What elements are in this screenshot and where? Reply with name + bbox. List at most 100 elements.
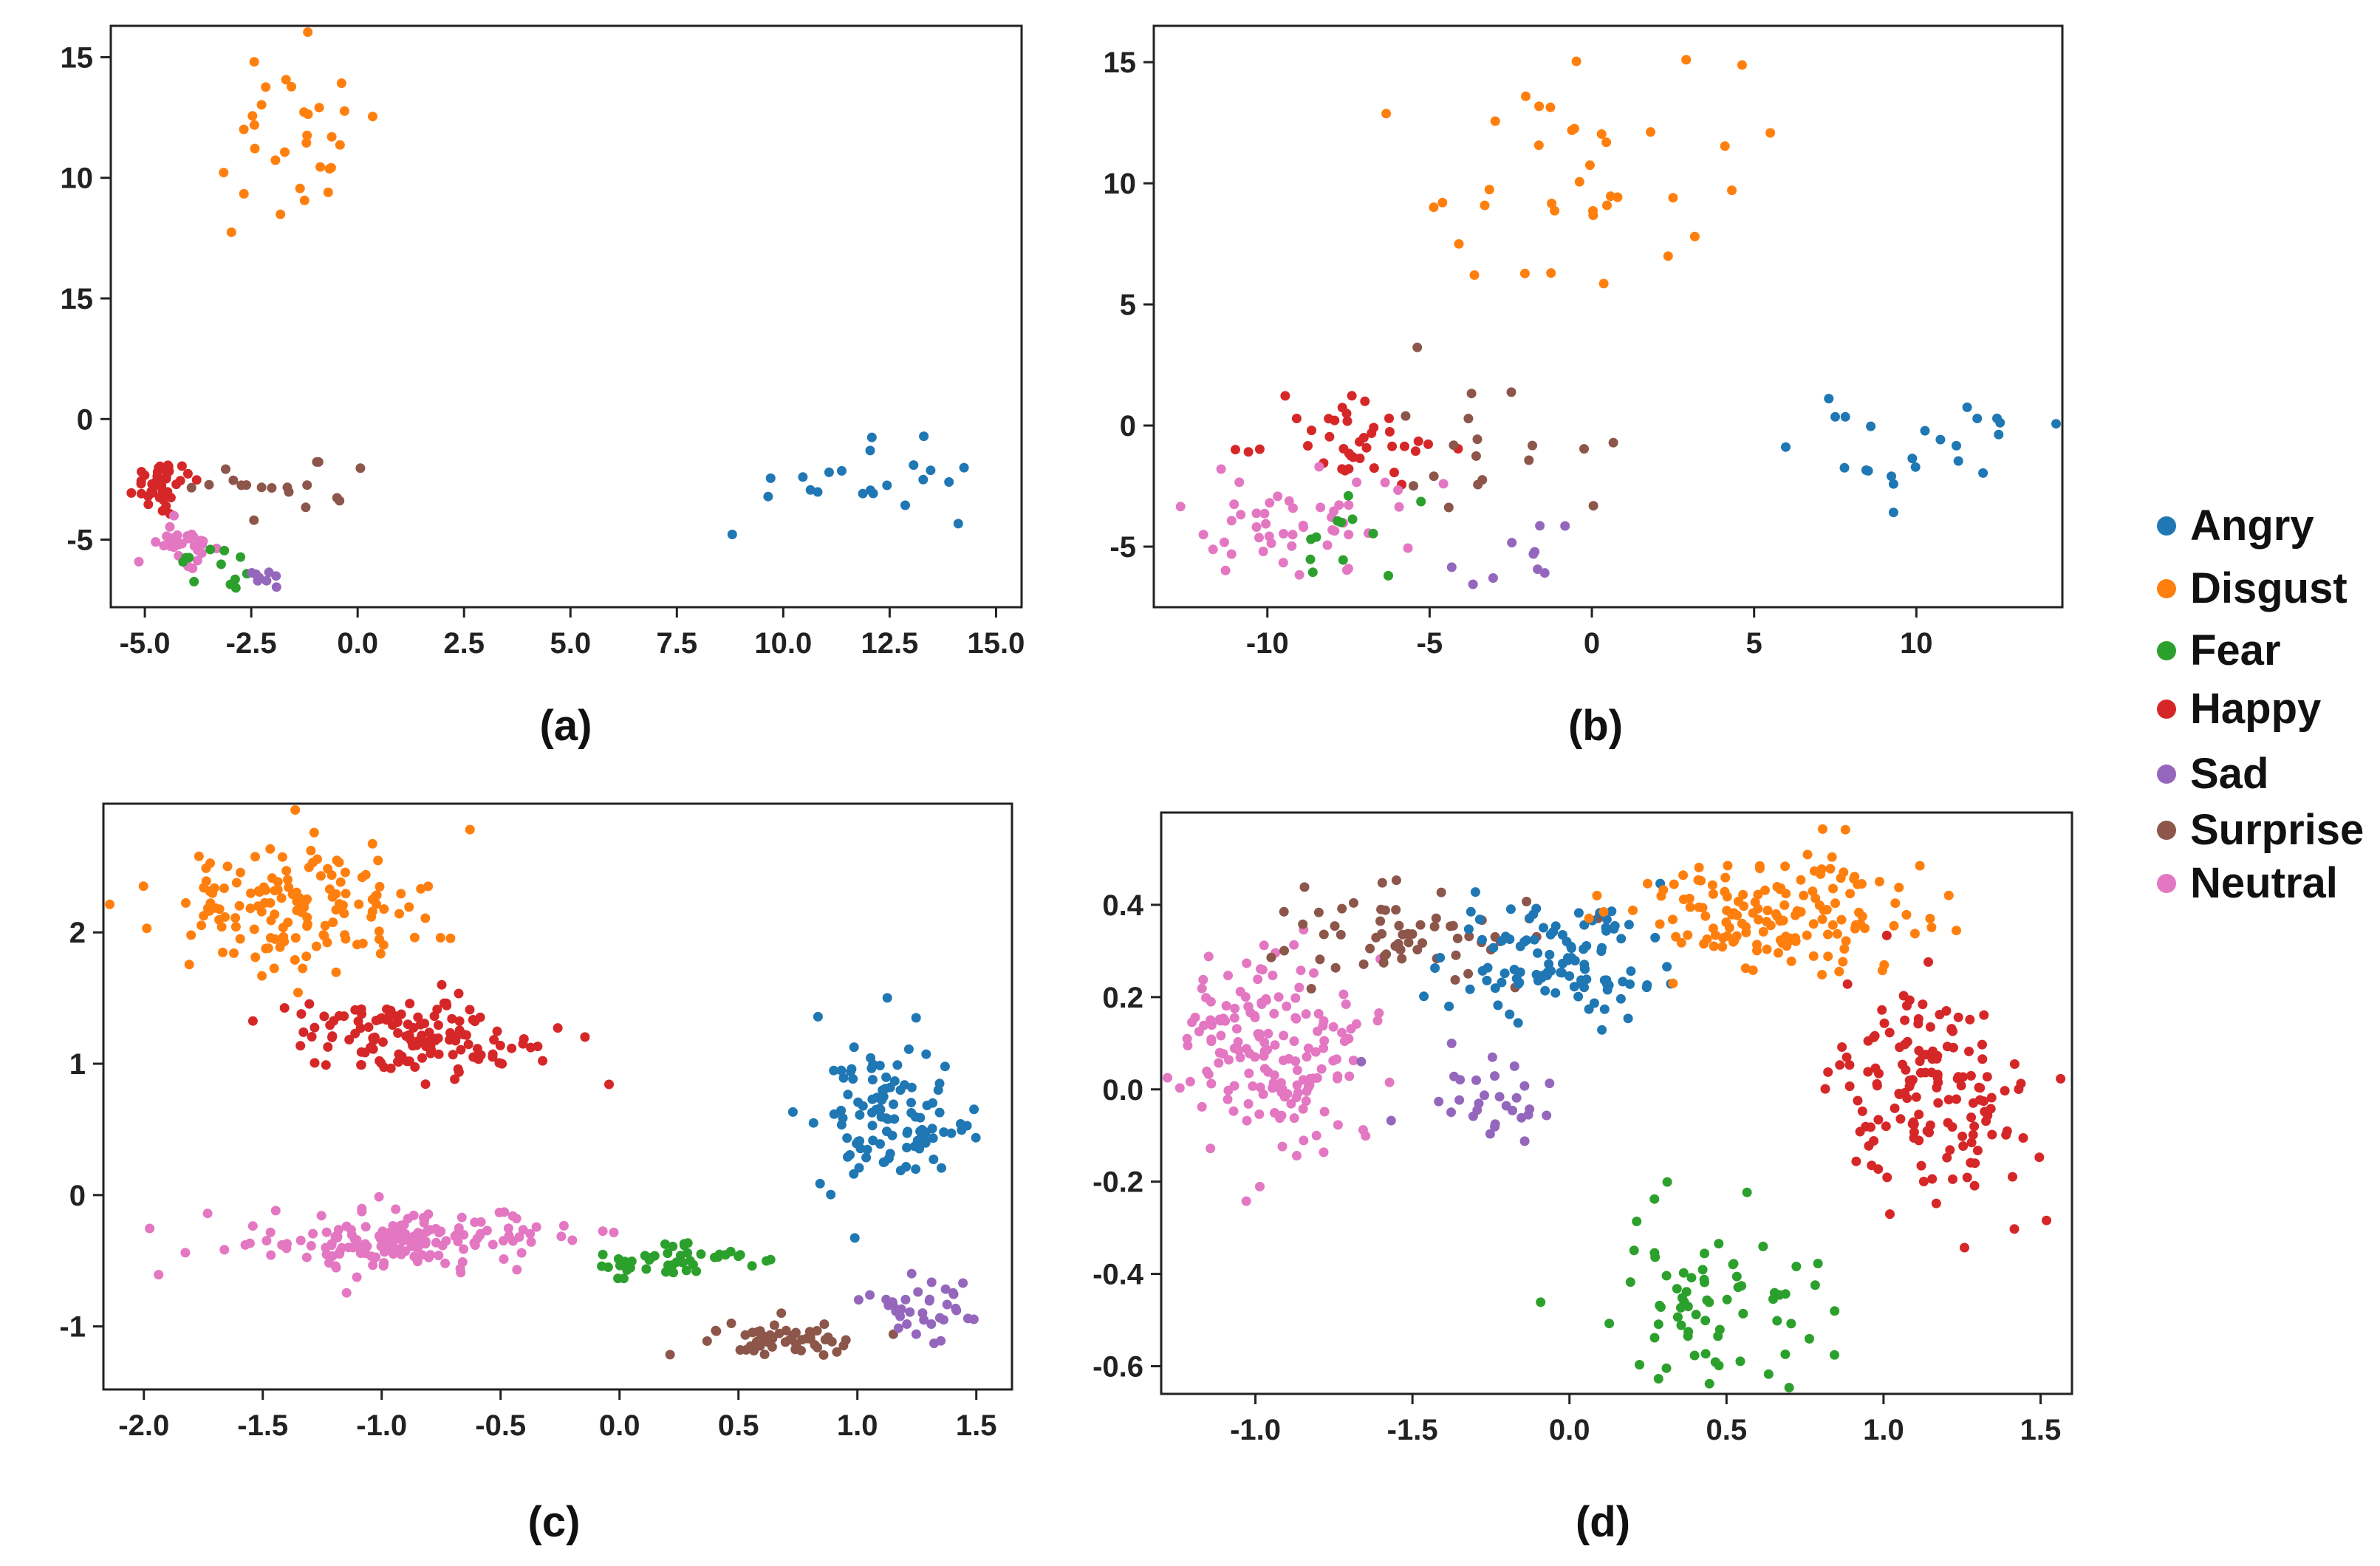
point-angry-c [895, 1085, 906, 1095]
point-happy-c [468, 1052, 479, 1062]
point-disgust-c [341, 889, 351, 899]
point-happy-d [1863, 1067, 1873, 1077]
x-tick-label-a: 12.5 [861, 627, 918, 660]
point-angry-c [878, 1092, 889, 1102]
point-disgust-c [222, 861, 233, 872]
point-happy-c [408, 1022, 419, 1033]
point-disgust-a [256, 100, 267, 110]
point-neutral-b [1254, 533, 1264, 543]
point-fear-b [1311, 532, 1321, 542]
point-neutral-c [609, 1228, 619, 1237]
point-disgust-c [331, 967, 341, 977]
point-angry-b [1840, 411, 1850, 422]
point-neutral-c [380, 1247, 389, 1257]
point-surprise-a [249, 515, 259, 525]
point-sad-b [1446, 562, 1457, 572]
point-neutral-d [1296, 965, 1306, 976]
point-disgust-c [257, 971, 267, 981]
point-happy-c [406, 1035, 416, 1045]
point-neutral-d [1310, 1047, 1321, 1057]
point-sad-c [893, 1323, 903, 1333]
point-neutral-b [1322, 540, 1333, 550]
point-disgust-d [1683, 930, 1693, 940]
point-happy-d [1969, 1180, 1980, 1191]
point-disgust-d [1592, 890, 1602, 900]
point-neutral-d [1235, 1053, 1245, 1063]
point-sad-d [1480, 1090, 1489, 1101]
point-disgust-a [239, 188, 249, 199]
point-angry-c [971, 1132, 981, 1143]
x-tick-label-c: -1.5 [237, 1409, 288, 1442]
point-neutral-d [1318, 1021, 1328, 1031]
point-neutral-d [1242, 958, 1252, 968]
point-happy-b [1389, 468, 1399, 478]
point-neutral-d [1243, 1002, 1254, 1012]
point-surprise-d [1394, 920, 1404, 931]
point-happy-d [1916, 1160, 1926, 1171]
point-disgust-b [1381, 109, 1392, 119]
point-happy-d [1914, 1045, 1924, 1056]
point-happy-a [161, 501, 171, 511]
point-angry-c [920, 1137, 930, 1147]
point-neutral-b [1288, 503, 1298, 513]
point-sad-d [1471, 1075, 1481, 1085]
point-surprise-d [1315, 954, 1325, 965]
point-disgust-d [1738, 889, 1748, 900]
point-disgust-c [358, 938, 368, 948]
point-happy-c [370, 1032, 380, 1042]
point-angry-d [1573, 908, 1584, 918]
point-disgust-c [379, 904, 389, 914]
point-disgust-c [298, 963, 308, 974]
point-happy-c [247, 1016, 258, 1026]
point-disgust-d [1830, 898, 1840, 909]
point-surprise-b [1409, 481, 1418, 491]
point-neutral-c [457, 1257, 468, 1267]
point-surprise-d [1330, 962, 1341, 973]
point-disgust-d [1839, 944, 1850, 954]
point-neutral-c [567, 1235, 578, 1245]
point-happy-d [1945, 1145, 1955, 1155]
point-disgust-d [1723, 861, 1733, 871]
point-surprise-d [1371, 932, 1381, 943]
point-angry-b [2051, 419, 2061, 429]
point-happy-c [376, 1058, 386, 1068]
point-surprise-d [1319, 929, 1329, 940]
point-disgust-d [1845, 889, 1856, 899]
point-disgust-b [1569, 123, 1579, 134]
point-neutral-b [1403, 543, 1413, 553]
point-sad-c [951, 1305, 962, 1316]
point-disgust-d [1808, 951, 1819, 961]
point-happy-c [319, 1011, 329, 1022]
point-happy-d [1884, 1028, 1895, 1038]
point-fear-d [1625, 1277, 1635, 1288]
point-neutral-d [1190, 1012, 1200, 1022]
point-disgust-c [322, 937, 332, 948]
point-disgust-c [270, 934, 280, 944]
point-sad-a [254, 572, 264, 583]
point-fear-a [178, 557, 188, 567]
point-happy-d [1932, 1082, 1942, 1093]
point-happy-b [1347, 391, 1357, 401]
point-happy-c [323, 1042, 333, 1052]
point-sad-d [1468, 1111, 1478, 1121]
point-neutral-b [1236, 510, 1246, 520]
point-disgust-c [396, 889, 406, 899]
point-angry-c [861, 1152, 872, 1163]
point-surprise-a [204, 479, 214, 490]
point-neutral-a [165, 522, 175, 532]
point-disgust-c [335, 877, 346, 887]
point-neutral-d [1198, 974, 1208, 985]
point-disgust-c [259, 882, 269, 892]
point-neutral-d [1243, 1098, 1254, 1109]
point-disgust-d [1643, 878, 1652, 889]
point-sad-d [1508, 1105, 1517, 1115]
point-angry-b [1888, 507, 1898, 518]
point-angry-d [1538, 971, 1548, 981]
point-happy-c [420, 1079, 431, 1090]
point-surprise-d [1398, 929, 1408, 940]
point-happy-c [553, 1023, 563, 1033]
point-angry-c [929, 1155, 939, 1164]
point-disgust-c [290, 805, 301, 815]
point-neutral-c [440, 1258, 451, 1268]
point-neutral-c [240, 1240, 250, 1250]
